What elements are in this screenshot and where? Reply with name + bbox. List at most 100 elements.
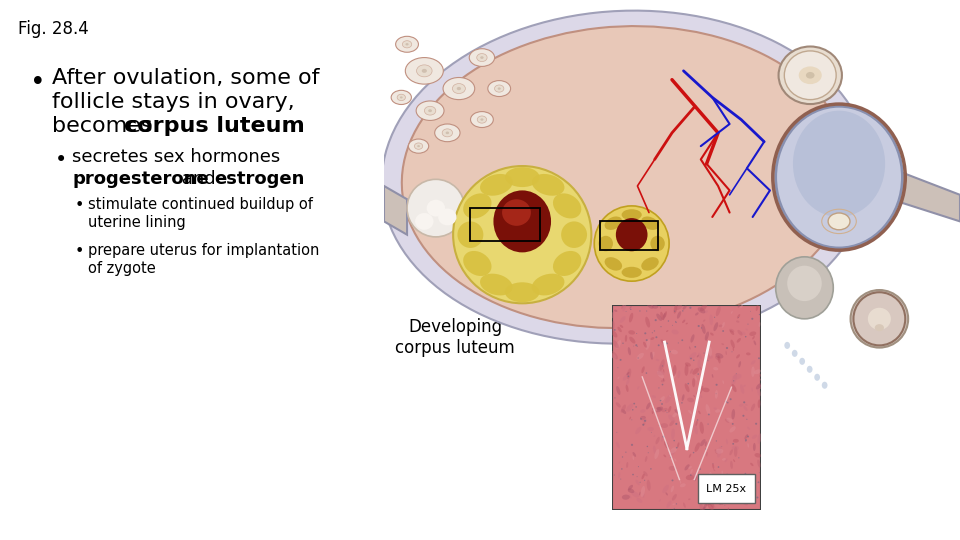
Ellipse shape [713,322,718,331]
Ellipse shape [741,332,746,335]
Text: Corpus luteum: Corpus luteum [634,235,756,253]
Ellipse shape [695,421,698,426]
Ellipse shape [626,379,630,385]
Ellipse shape [682,310,684,312]
Text: follicle stays in ovary,: follicle stays in ovary, [52,92,295,112]
Ellipse shape [480,118,484,121]
Ellipse shape [642,424,644,426]
Ellipse shape [723,380,724,384]
Ellipse shape [636,353,644,360]
Ellipse shape [633,456,635,460]
Ellipse shape [730,330,734,335]
Ellipse shape [424,106,436,115]
Ellipse shape [746,353,751,355]
Text: prepare uterus for implantation: prepare uterus for implantation [88,243,320,258]
Ellipse shape [732,498,737,502]
Ellipse shape [415,213,434,230]
Ellipse shape [743,406,748,411]
Ellipse shape [745,473,746,475]
Ellipse shape [757,434,761,444]
Ellipse shape [416,101,444,120]
Ellipse shape [750,332,756,336]
Ellipse shape [689,454,691,458]
Ellipse shape [435,124,460,141]
Ellipse shape [644,480,645,481]
Ellipse shape [799,66,822,84]
Ellipse shape [732,443,734,445]
Ellipse shape [653,446,656,454]
Ellipse shape [652,409,658,412]
Ellipse shape [696,386,704,395]
Ellipse shape [684,383,689,392]
Ellipse shape [684,436,690,441]
Ellipse shape [695,312,699,315]
Ellipse shape [627,368,632,379]
Ellipse shape [747,443,749,448]
Ellipse shape [647,446,648,447]
Ellipse shape [698,495,701,499]
Ellipse shape [708,414,709,415]
Ellipse shape [660,359,664,371]
Ellipse shape [646,339,648,341]
Ellipse shape [623,374,629,381]
Ellipse shape [739,403,744,407]
Ellipse shape [727,402,729,403]
Ellipse shape [706,500,712,505]
Ellipse shape [652,395,656,398]
Ellipse shape [756,383,761,389]
Ellipse shape [632,474,634,475]
Ellipse shape [668,406,671,413]
Ellipse shape [726,351,727,355]
Ellipse shape [656,437,660,444]
Ellipse shape [822,382,828,389]
Ellipse shape [740,500,741,501]
Ellipse shape [674,310,676,312]
Ellipse shape [618,472,620,478]
Ellipse shape [689,352,696,360]
Ellipse shape [675,322,677,323]
Ellipse shape [629,494,632,498]
Ellipse shape [760,403,761,404]
Ellipse shape [692,378,695,387]
Text: and: and [176,170,222,188]
Text: •: • [75,198,84,213]
Ellipse shape [759,373,762,377]
Ellipse shape [660,312,663,320]
Ellipse shape [674,305,677,314]
Ellipse shape [494,85,504,92]
Ellipse shape [702,324,706,334]
Ellipse shape [776,257,833,319]
Polygon shape [384,186,407,235]
Ellipse shape [617,367,618,368]
Ellipse shape [616,442,620,448]
Ellipse shape [634,403,636,404]
Ellipse shape [636,333,637,334]
Ellipse shape [666,330,668,332]
Ellipse shape [502,199,531,226]
Ellipse shape [751,360,756,364]
Ellipse shape [805,72,814,79]
Ellipse shape [622,267,642,278]
Ellipse shape [757,388,760,396]
Ellipse shape [751,496,753,497]
Ellipse shape [652,352,655,359]
Ellipse shape [675,305,682,310]
Ellipse shape [712,463,714,469]
Ellipse shape [659,364,661,372]
Ellipse shape [747,476,748,477]
Ellipse shape [726,401,727,402]
Ellipse shape [746,418,748,420]
Ellipse shape [751,494,752,495]
Ellipse shape [421,69,427,73]
Ellipse shape [610,353,616,359]
Ellipse shape [688,498,690,500]
Ellipse shape [722,470,723,475]
Ellipse shape [716,482,718,488]
Ellipse shape [657,371,664,378]
Ellipse shape [715,449,724,454]
Ellipse shape [700,502,703,512]
Ellipse shape [754,369,761,374]
Ellipse shape [656,336,658,338]
Ellipse shape [620,409,624,412]
Ellipse shape [747,436,749,437]
